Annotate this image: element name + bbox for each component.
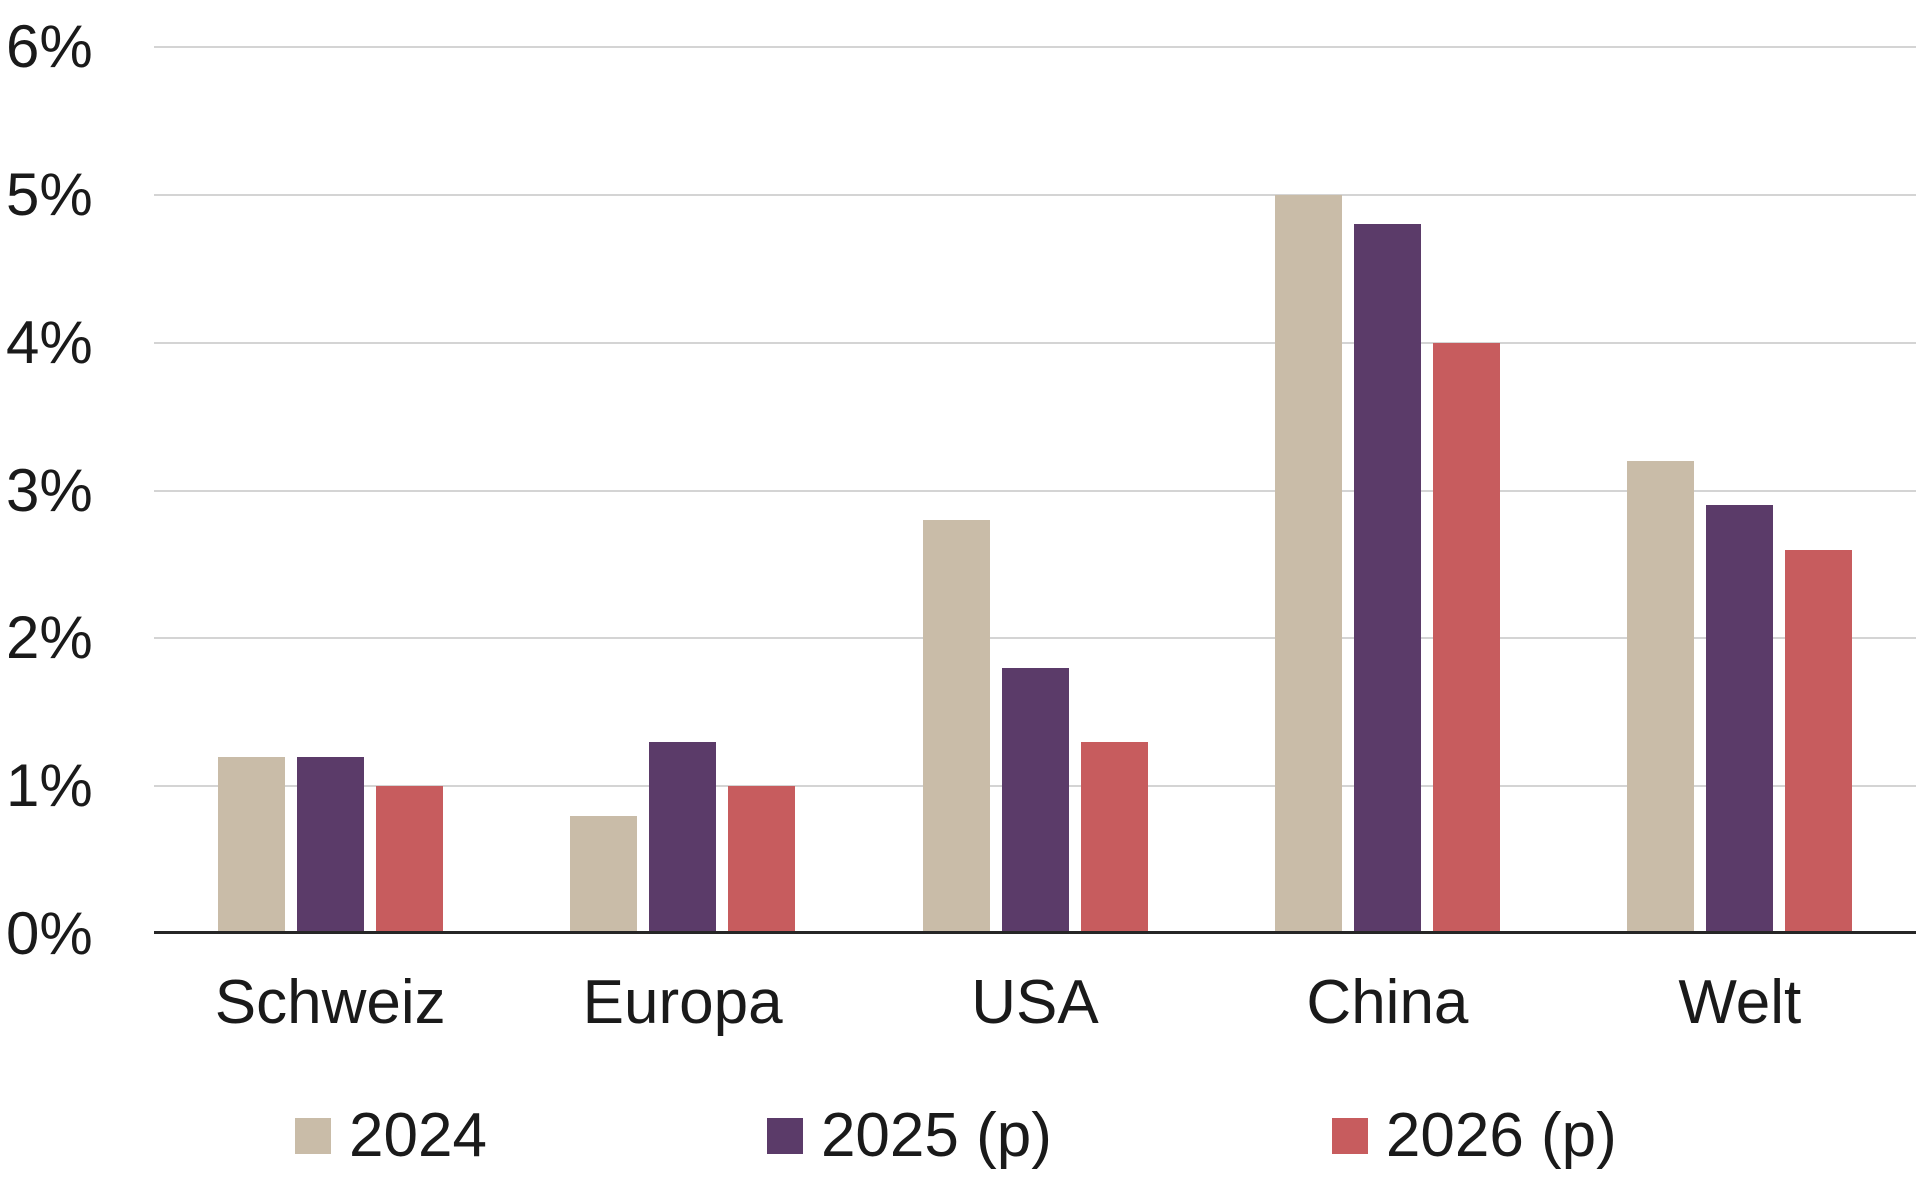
x-axis-line [154,931,1916,934]
bar [1432,342,1500,934]
bar-group-schweiz [154,47,506,934]
bar [1627,460,1695,934]
x-axis-label: Welt [1678,968,1802,1037]
x-axis-label: Schweiz [214,968,446,1037]
legend-swatch [295,1118,331,1154]
x-axis-label: Europa [582,968,783,1037]
bar-group-welt [1564,47,1916,934]
bar [570,815,638,934]
x-axis-labels: Schweiz Europa USA China Welt [154,972,1916,1034]
y-tick-label: 0% [6,900,93,967]
bar [1353,224,1421,934]
y-axis: 0% 1% 2% 3% 4% 5% 6% [6,17,151,964]
bar [1001,667,1069,934]
bar-group-china [1211,47,1563,934]
plot-area [154,46,1916,934]
y-tick-label: 4% [6,308,93,376]
bar [1706,505,1774,934]
bar [1274,194,1342,934]
gridline [154,193,1916,196]
bar [296,756,364,934]
bar [1785,549,1853,934]
bar [375,786,443,934]
bar-groups [154,47,1916,934]
bar-group-europa [506,47,858,934]
y-tick-label: 1% [6,752,93,820]
legend-item: 2025 (p) [766,1101,1052,1170]
x-axis-label: USA [971,968,1099,1037]
legend-label: 2026 (p) [1385,1101,1617,1170]
legend-swatch [1331,1118,1368,1154]
legend-item: 2024 [295,1105,487,1167]
bar [922,520,990,934]
legend-swatch [766,1118,803,1154]
legend-label: 2025 (p) [820,1101,1052,1170]
bar [217,756,285,934]
legend: 2024 2025 (p) 2026 (p) [295,1105,1617,1167]
y-tick-label: 2% [6,604,93,672]
gridline [154,341,1916,344]
y-tick-label: 3% [6,456,93,524]
bar [728,786,796,934]
bar [649,741,717,934]
x-axis-label: China [1306,968,1469,1037]
gridline [154,637,1916,640]
bar-group-usa [859,47,1211,934]
y-tick-label: 5% [6,160,93,228]
gridline [154,46,1916,48]
y-tick-label: 6% [6,13,93,80]
legend-label: 2024 [349,1101,487,1170]
gridline [154,489,1916,492]
legend-item: 2026 (p) [1331,1101,1617,1170]
bar [1080,741,1148,934]
